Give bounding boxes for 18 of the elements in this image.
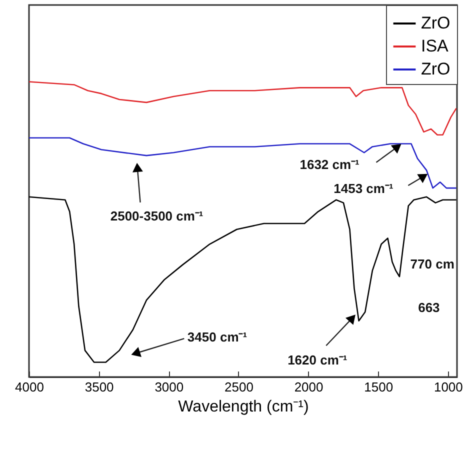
x-tick-label: 3000	[154, 380, 184, 394]
x-tick-label: 3500	[84, 380, 114, 394]
annotation: 770 cm	[410, 256, 454, 272]
legend-label: ZrO	[421, 60, 450, 78]
x-tick-label: 2500	[224, 380, 254, 394]
x-tick-label: 1000	[434, 380, 463, 394]
annotation: 2500-3500 cm⁻¹	[110, 208, 204, 224]
legend-label: ZrO	[421, 14, 450, 32]
annotation: 1453 cm⁻¹	[334, 181, 394, 196]
x-tick-label: 1500	[364, 380, 394, 394]
legend-label: ISA	[421, 36, 450, 56]
x-tick-label: 2000	[294, 380, 324, 394]
annotation: 1632 cm⁻¹	[300, 157, 360, 172]
x-tick-label: 4000	[15, 380, 44, 394]
annotation: 663	[418, 300, 440, 315]
annotation: 1620 cm⁻¹	[288, 352, 348, 368]
annotation: 3450 cm⁻¹	[187, 330, 248, 345]
x-axis-title: Wavelength (cm⁻¹)	[178, 398, 309, 416]
